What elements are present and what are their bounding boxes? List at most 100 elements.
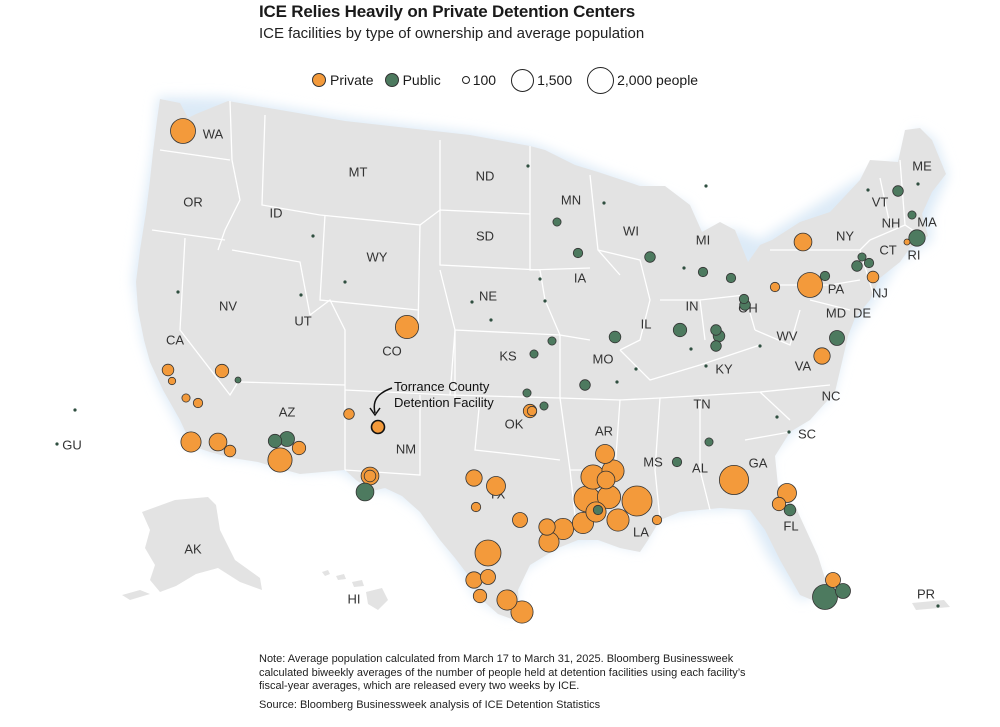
facility-marker-tiny: [936, 604, 940, 608]
torrance-facility-marker: [370, 419, 386, 435]
state-label-mn: MN: [561, 192, 581, 207]
legend-size-1500-label: 1,500: [537, 72, 573, 88]
footnote: Note: Average population calculated from…: [259, 653, 746, 692]
facility-marker-private: [474, 539, 502, 567]
facility-marker-private: [167, 376, 177, 386]
facility-marker-public: [704, 437, 714, 447]
facility-marker-public: [671, 456, 683, 468]
facility-marker-tiny: [682, 266, 686, 270]
facility-marker-tiny: [526, 164, 530, 168]
facility-marker-tiny: [866, 188, 870, 192]
state-label-nj: NJ: [872, 285, 888, 300]
state-label-vt: VT: [872, 194, 889, 209]
legend-size-2000-label: 2,000 people: [617, 72, 699, 88]
facility-marker-private: [512, 512, 528, 528]
alaska-shape: [142, 497, 262, 592]
state-label-ia: IA: [574, 270, 587, 285]
legend-public: Public: [384, 72, 441, 88]
state-label-co: CO: [382, 343, 402, 358]
state-label-nv: NV: [219, 298, 237, 313]
facility-marker-public: [579, 379, 591, 391]
torrance-callout: Torrance County Detention Facility: [369, 379, 494, 417]
state-label-hi: HI: [348, 591, 361, 606]
facility-marker-public: [783, 503, 797, 517]
chart-title: ICE Relies Heavily on Private Detention …: [259, 2, 636, 21]
size-ring-small-icon: [461, 76, 470, 84]
facility-marker-private: [510, 600, 534, 624]
callout-arrow: [373, 387, 393, 414]
size-ring-medium-icon: [511, 68, 535, 92]
state-label-ks: KS: [499, 348, 517, 363]
facility-marker-private: [208, 432, 228, 452]
facility-marker-tiny: [916, 182, 920, 186]
state-label-ut: UT: [294, 313, 311, 328]
facility-marker-public: [355, 482, 375, 502]
facility-marker-private: [181, 393, 191, 403]
state-label-id: ID: [270, 205, 283, 220]
facility-marker-private: [465, 469, 483, 487]
facility-marker-tiny: [299, 293, 303, 297]
state-label-or: OR: [183, 194, 203, 209]
facility-marker-public: [835, 583, 851, 599]
facility-marker-tiny: [176, 290, 180, 294]
facility-marker-public: [234, 376, 242, 384]
facility-marker-public: [644, 251, 656, 263]
legend-public-label: Public: [402, 72, 441, 88]
facility-marker-tiny: [311, 234, 315, 238]
facility-marker-private: [771, 496, 787, 512]
facility-markers: [55, 118, 940, 624]
facility-marker-private: [394, 314, 419, 339]
facility-marker-private: [223, 444, 237, 458]
facility-marker-public: [539, 401, 549, 411]
state-label-ar: AR: [595, 423, 613, 438]
facility-marker-private: [170, 118, 196, 144]
size-ring-large-icon: [587, 66, 615, 94]
state-label-ms: MS: [643, 454, 663, 469]
state-label-ga: GA: [749, 455, 768, 470]
facility-marker-tiny: [787, 430, 791, 434]
state-label-mo: MO: [593, 351, 614, 366]
state-label-sc: SC: [798, 426, 816, 441]
state-label-pa: PA: [828, 281, 845, 296]
facility-marker-private: [651, 514, 663, 526]
state-label-la: LA: [633, 524, 649, 539]
facility-marker-private: [480, 569, 496, 585]
legend-private-label: Private: [330, 72, 374, 88]
facility-marker-private: [595, 444, 615, 464]
facility-marker-tiny: [470, 300, 474, 304]
facility-marker-tiny: [758, 344, 762, 348]
state-label-pr: PR: [917, 586, 935, 601]
state-label-al: AL: [692, 460, 708, 475]
facility-marker-private: [825, 572, 841, 588]
facility-marker-public: [522, 388, 532, 398]
facility-marker-tiny: [704, 364, 708, 368]
state-label-ne: NE: [479, 288, 497, 303]
legend-size-1500: 1,500: [511, 68, 573, 92]
state-label-nm: NM: [396, 441, 416, 456]
legend-size-100: 100: [461, 72, 496, 88]
facility-marker-public: [572, 247, 584, 259]
state-label-wa: WA: [203, 126, 224, 141]
state-label-wy: WY: [367, 249, 388, 264]
state-label-va: VA: [795, 358, 812, 373]
state-label-de: DE: [853, 305, 871, 320]
hawaii-shape: [322, 570, 388, 610]
facility-marker-private: [192, 397, 204, 409]
facility-marker-public: [863, 257, 875, 269]
state-label-ct: CT: [879, 242, 896, 257]
facility-marker-private: [813, 347, 831, 365]
facility-marker-tiny: [689, 347, 693, 351]
facility-marker-tiny: [73, 408, 77, 412]
state-label-wv: WV: [777, 328, 798, 343]
facility-marker-private: [465, 571, 483, 589]
state-label-gu: GU: [62, 437, 82, 452]
facility-marker-private: [621, 485, 653, 517]
state-label-ak: AK: [184, 541, 202, 556]
facility-marker-private: [267, 447, 293, 473]
callout-line2: Detention Facility: [394, 395, 494, 410]
facility-marker-tiny: [615, 380, 619, 384]
facility-marker-tiny: [543, 299, 547, 303]
facility-marker-public: [592, 504, 604, 516]
state-label-wi: WI: [623, 223, 639, 238]
